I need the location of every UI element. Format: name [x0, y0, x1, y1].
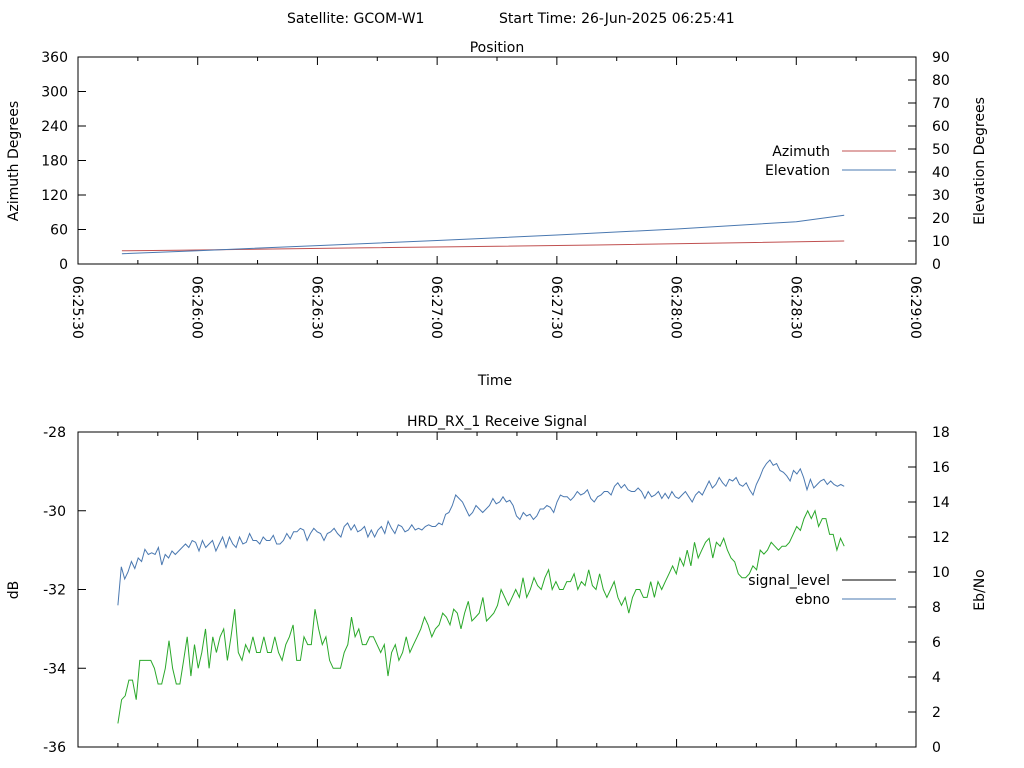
position-y-tick-label: 180: [41, 154, 68, 170]
receive-signal-y-tick-label: -34: [43, 661, 66, 677]
position-y2-tick-label: 90: [932, 50, 950, 66]
position-x-tick-label: 06:27:00: [428, 276, 444, 339]
position-chart: Position Azimuth Degrees Elevation Degre…: [6, 40, 988, 389]
position-x-tick-label: 06:27:30: [548, 276, 564, 339]
position-y-tick-label: 0: [59, 257, 68, 273]
start-time-label: Start Time: 26-Jun-2025 06:25:41: [499, 11, 735, 27]
position-x-tick-label: 06:26:30: [308, 276, 324, 339]
position-x-tick-label: 06:28:00: [668, 276, 684, 339]
receive-signal-y2-tick-label: 2: [932, 705, 941, 721]
receive-signal-y2-tick-label: 16: [932, 460, 950, 476]
legend-ebno-label: ebno: [795, 592, 830, 608]
receive-signal-ticks: -36 -34 -32 -30 -28 0 2 4 6 8 10 12 14 16 18: [43, 425, 950, 756]
position-y-tick-label: 300: [41, 85, 68, 101]
position-series-azimuth: [121, 240, 845, 252]
position-y2-axis-label: Elevation Degrees: [972, 97, 988, 225]
receive-signal-y2-tick-label: 14: [932, 495, 950, 511]
position-y2-tick-label: 60: [932, 119, 950, 135]
position-chart-title: Position: [470, 40, 525, 56]
receive-signal-y2-tick-label: 10: [932, 565, 950, 581]
receive-signal-y-axis-label: dB: [6, 581, 22, 600]
position-ticks: 0 60 120 180 240 300 360 0 10 20 30 40 50 60 70 80 90 06:…: [41, 50, 950, 339]
legend-signal-level-label: signal_level: [748, 573, 830, 589]
position-y2-tick-label: 70: [932, 96, 950, 112]
receive-signal-plot-frame: [77, 431, 917, 748]
receive-signal-series-ebno: [117, 459, 845, 606]
position-x-tick-label: 06:25:30: [69, 276, 85, 339]
position-series-elevation: [121, 214, 845, 255]
position-y-tick-label: 360: [41, 50, 68, 66]
legend-elevation-label: Elevation: [765, 163, 830, 179]
position-y2-tick-label: 40: [932, 165, 950, 181]
receive-signal-y2-tick-label: 18: [932, 425, 950, 441]
position-x-tick-label: 06:29:00: [907, 276, 923, 339]
receive-signal-series: [117, 459, 845, 724]
position-plot-frame: [77, 56, 917, 265]
position-x-tick-label: 06:26:00: [189, 276, 205, 339]
position-y-tick-label: 240: [41, 119, 68, 135]
receive-signal-chart: HRD_RX_1 Receive Signal dB Eb/No -36-34-…: [6, 414, 988, 756]
position-y2-tick-label: 50: [932, 142, 950, 158]
receive-signal-legend: signal_level ebno: [748, 573, 896, 608]
satellite-label: Satellite: GCOM-W1: [287, 11, 424, 27]
position-series: [121, 214, 845, 255]
receive-signal-series-signal-level: [117, 509, 845, 724]
receive-signal-y2-tick-label: 0: [932, 740, 941, 756]
position-x-tick-label: 06:28:30: [787, 276, 803, 339]
position-y2-tick-label: 10: [932, 234, 950, 250]
position-x-axis-label: Time: [477, 373, 512, 389]
position-y-axis-label: Azimuth Degrees: [6, 101, 22, 221]
receive-signal-y2-tick-label: 6: [932, 635, 941, 651]
receive-signal-y-tick-label: -36: [43, 740, 66, 756]
position-y2-tick-label: 30: [932, 188, 950, 204]
receive-signal-y-tick-label: -30: [43, 504, 66, 520]
position-y2-tick-label: 0: [932, 257, 941, 273]
receive-signal-y2-tick-label: 8: [932, 600, 941, 616]
position-y2-tick-label: 80: [932, 73, 950, 89]
position-y-tick-label: 120: [41, 188, 68, 204]
position-legend: Azimuth Elevation: [765, 144, 896, 179]
position-y2-tick-label: 20: [932, 211, 950, 227]
legend-azimuth-label: Azimuth: [772, 144, 830, 160]
receive-signal-y-tick-label: -28: [43, 425, 66, 441]
receive-signal-y2-tick-label: 12: [932, 530, 950, 546]
receive-signal-chart-title: HRD_RX_1 Receive Signal: [407, 414, 587, 430]
receive-signal-y2-axis-label: Eb/No: [972, 569, 988, 611]
receive-signal-y-tick-label: -32: [43, 583, 66, 599]
receive-signal-y2-tick-label: 4: [932, 670, 941, 686]
position-y-tick-label: 60: [50, 223, 68, 239]
